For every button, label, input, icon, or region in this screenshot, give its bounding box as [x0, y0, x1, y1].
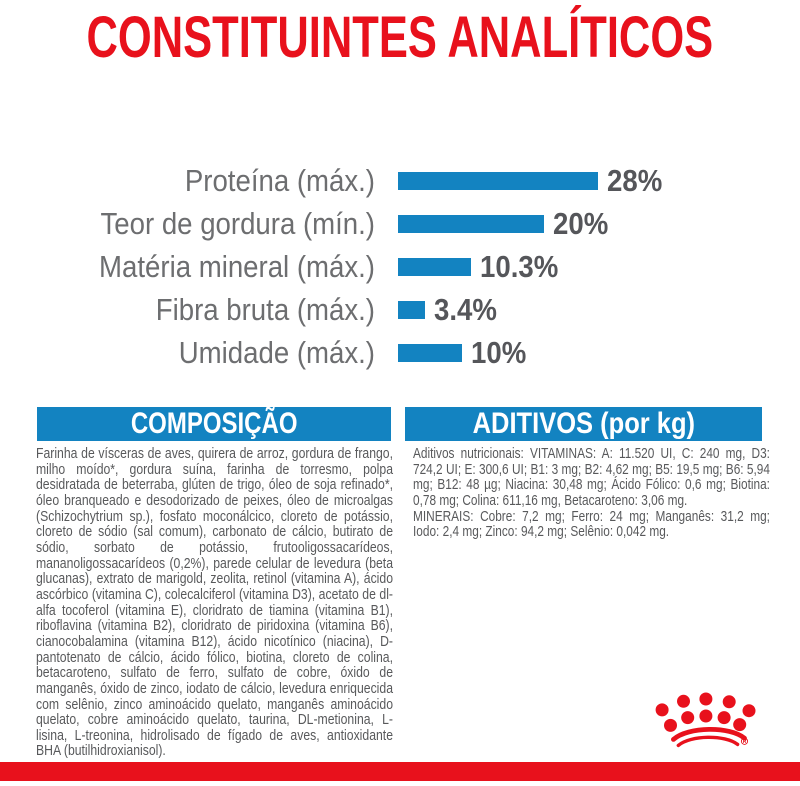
additives-header-text: ADITIVOS (por kg) [472, 407, 695, 440]
chart-bar [398, 343, 462, 362]
svg-text:R: R [743, 739, 747, 745]
analytical-constituents-chart: Proteína (máx.) 28% Teor de gordura (mín.)… [0, 159, 800, 374]
additives-paragraph-minerals: MINERAIS: Cobre: 7,2 mg; Ferro: 24 mg; M… [413, 508, 770, 541]
chart-row: Teor de gordura (mín.) 20% [0, 202, 800, 245]
additives-text: Aditivos nutricionais: VITAMINAS: A: 11.… [413, 446, 770, 541]
page-title: CONSTITUINTES ANALÍTICOS [0, 9, 800, 82]
chart-category-label: Umidade (máx.) [178, 334, 375, 370]
bottom-red-bar [0, 762, 800, 781]
additives-paragraph-vitamins: Aditivos nutricionais: VITAMINAS: A: 11.… [413, 446, 770, 509]
page-title-text: CONSTITUINTES ANALÍTICOS [86, 5, 714, 70]
chart-category-label: Teor de gordura (mín.) [100, 205, 376, 241]
chart-category-label: Matéria mineral (máx.) [99, 248, 375, 284]
crown-arcs [671, 727, 747, 748]
composition-paragraph: Farinha de vísceras de aves, quirera de … [36, 446, 394, 760]
chart-row: Proteína (máx.) 28% [0, 159, 800, 202]
composition-text: Farinha de vísceras de aves, quirera de … [36, 446, 394, 760]
chart-row: Matéria mineral (máx.) 10.3% [0, 245, 800, 288]
chart-value-label: 3.4% [434, 291, 497, 327]
composition-header: COMPOSIÇÃO [37, 407, 391, 441]
chart-category-label: Fibra bruta (máx.) [155, 291, 375, 327]
chart-bar [398, 214, 544, 233]
chart-bar [398, 257, 471, 276]
chart-value-label: 10% [471, 334, 527, 370]
chart-value-label: 28% [607, 162, 663, 198]
registered-trademark-icon: R [740, 737, 749, 745]
crown-dots [655, 692, 756, 732]
composition-header-text: COMPOSIÇÃO [130, 407, 298, 440]
chart-category-label: Proteína (máx.) [184, 162, 375, 198]
additives-header: ADITIVOS (por kg) [405, 407, 762, 441]
chart-row: Umidade (máx.) 10% [0, 331, 800, 374]
chart-value-label: 10.3% [480, 248, 559, 284]
chart-value-label: 20% [553, 205, 609, 241]
chart-row: Fibra bruta (máx.) 3.4% [0, 288, 800, 331]
chart-bar [398, 171, 598, 190]
chart-bar [398, 300, 425, 319]
royal-canin-crown-logo: R [655, 692, 756, 748]
